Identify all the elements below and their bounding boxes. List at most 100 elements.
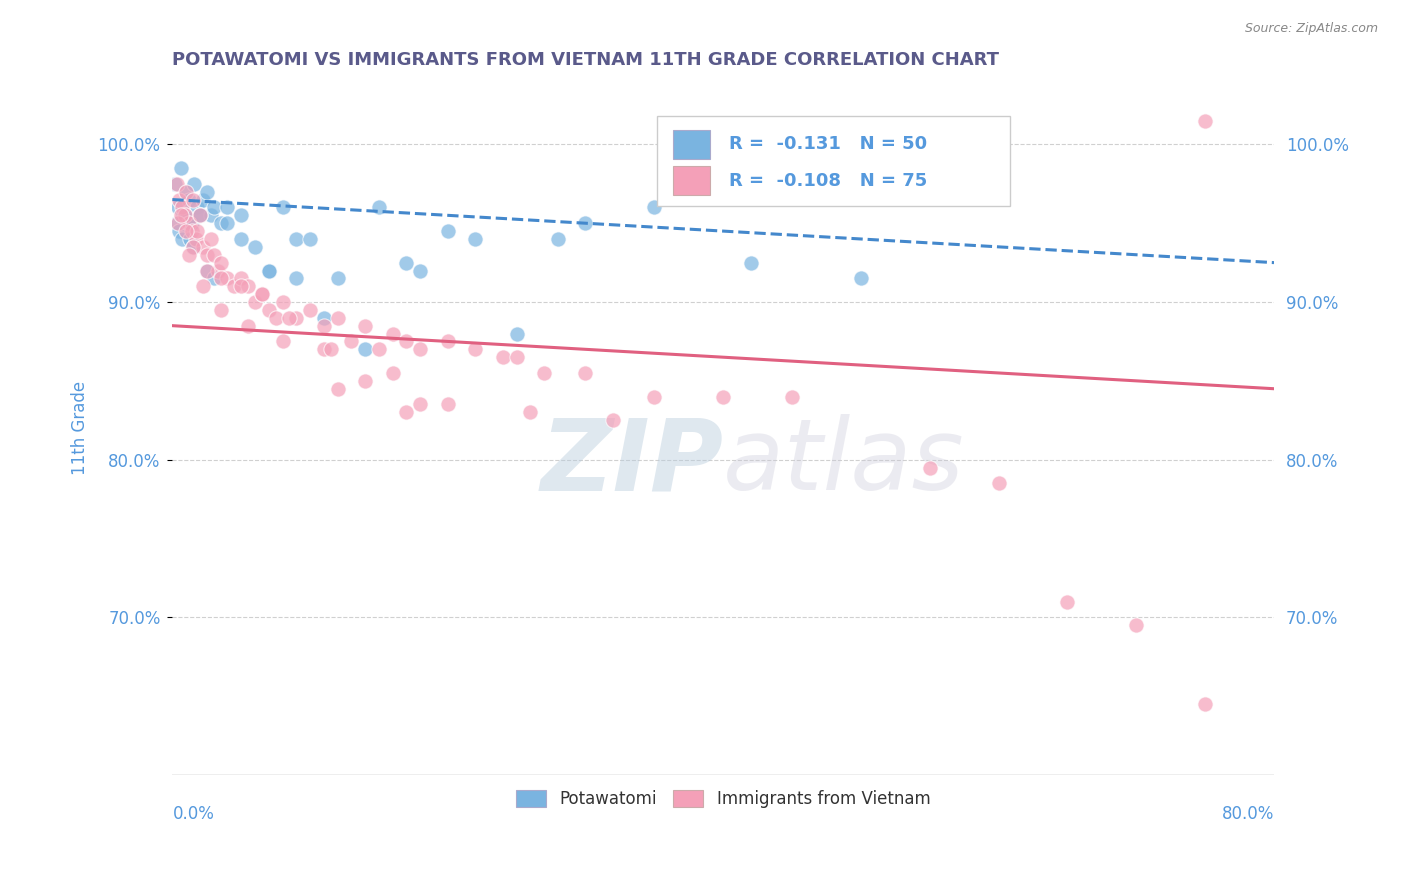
Point: [464, 232, 486, 246]
Point: [170, 201, 193, 215]
Point: [186, 201, 208, 215]
Point: [183, 177, 205, 191]
Point: [533, 366, 555, 380]
Point: [195, 185, 218, 199]
Text: ZIP: ZIP: [540, 414, 723, 511]
Point: [381, 326, 404, 341]
Point: [231, 279, 253, 293]
Point: [207, 263, 229, 277]
Point: [188, 208, 211, 222]
Point: [1056, 594, 1078, 608]
Point: [200, 232, 222, 246]
Point: [191, 240, 214, 254]
Point: [202, 271, 225, 285]
Point: [195, 263, 218, 277]
Point: [176, 216, 198, 230]
Point: [319, 343, 342, 357]
Point: [170, 232, 193, 246]
Point: [167, 224, 190, 238]
Point: [209, 255, 232, 269]
Point: [217, 216, 239, 230]
Point: [166, 177, 188, 191]
Point: [312, 343, 335, 357]
Point: [181, 240, 204, 254]
Point: [409, 343, 432, 357]
Point: [492, 350, 515, 364]
Point: [257, 302, 280, 317]
Text: R =  -0.131   N = 50: R = -0.131 N = 50: [728, 136, 927, 153]
Point: [285, 310, 308, 325]
Point: [188, 208, 211, 222]
Point: [202, 201, 225, 215]
Point: [312, 318, 335, 333]
Text: POTAWATOMI VS IMMIGRANTS FROM VIETNAM 11TH GRADE CORRELATION CHART: POTAWATOMI VS IMMIGRANTS FROM VIETNAM 11…: [173, 51, 1000, 69]
Point: [191, 279, 214, 293]
Point: [166, 216, 188, 230]
Point: [243, 240, 266, 254]
Point: [643, 201, 665, 215]
Point: [231, 271, 253, 285]
Point: [167, 201, 190, 215]
Point: [395, 255, 418, 269]
Point: [326, 310, 349, 325]
Point: [209, 216, 232, 230]
Point: [236, 318, 259, 333]
Point: [217, 201, 239, 215]
Point: [354, 318, 377, 333]
Text: R =  -0.108   N = 75: R = -0.108 N = 75: [728, 171, 927, 189]
Point: [231, 208, 253, 222]
Point: [174, 224, 197, 238]
Point: [1125, 618, 1147, 632]
Point: [224, 279, 246, 293]
Point: [340, 334, 363, 349]
Point: [167, 193, 190, 207]
Point: [188, 208, 211, 222]
Point: [217, 271, 239, 285]
Point: [181, 193, 204, 207]
Point: [195, 248, 218, 262]
Point: [271, 295, 294, 310]
Point: [167, 216, 190, 230]
FancyBboxPatch shape: [657, 116, 1010, 206]
Point: [271, 334, 294, 349]
Point: [409, 263, 432, 277]
Point: [1194, 697, 1216, 711]
Point: [505, 326, 527, 341]
Point: [436, 334, 458, 349]
Point: [312, 310, 335, 325]
Bar: [672, 130, 710, 159]
Point: [257, 263, 280, 277]
Point: [780, 390, 803, 404]
Point: [987, 476, 1010, 491]
Point: [849, 271, 872, 285]
Point: [195, 263, 218, 277]
Point: [409, 397, 432, 411]
Point: [643, 390, 665, 404]
Point: [184, 232, 207, 246]
Point: [250, 287, 273, 301]
Point: [464, 343, 486, 357]
Point: [278, 310, 301, 325]
Point: [354, 374, 377, 388]
Point: [264, 310, 287, 325]
Text: 0.0%: 0.0%: [173, 805, 214, 823]
Y-axis label: 11th Grade: 11th Grade: [72, 381, 89, 475]
Point: [354, 343, 377, 357]
Point: [326, 271, 349, 285]
Point: [165, 177, 187, 191]
Point: [173, 208, 195, 222]
Point: [326, 382, 349, 396]
Point: [711, 390, 734, 404]
Point: [209, 271, 232, 285]
Text: atlas: atlas: [723, 414, 965, 511]
Point: [547, 232, 569, 246]
Point: [285, 271, 308, 285]
Point: [395, 334, 418, 349]
Point: [436, 397, 458, 411]
Point: [200, 208, 222, 222]
Legend: Potawatomi, Immigrants from Vietnam: Potawatomi, Immigrants from Vietnam: [509, 784, 938, 815]
Point: [602, 413, 624, 427]
Point: [169, 161, 191, 175]
Text: 80.0%: 80.0%: [1222, 805, 1274, 823]
Point: [381, 366, 404, 380]
